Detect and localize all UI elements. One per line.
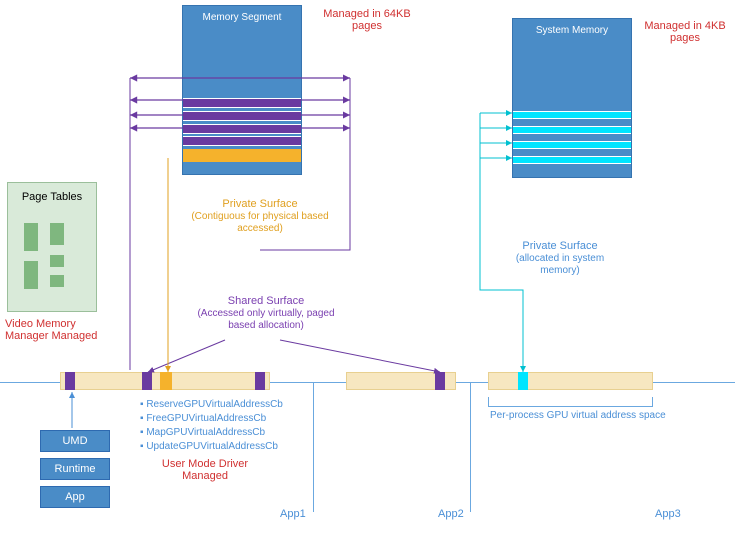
- mem-stripe: [183, 98, 301, 108]
- mem-orange: [183, 149, 301, 162]
- stack-umd: UMD: [40, 430, 110, 452]
- mem-stripe: [183, 136, 301, 146]
- per-process-label: Per-process GPU virtual address space: [490, 410, 666, 421]
- mark-purple: [435, 372, 445, 390]
- stack-runtime: Runtime: [40, 458, 110, 480]
- layer-stack: UMD Runtime App: [40, 430, 110, 514]
- api-item: ReserveGPUVirtualAddressCb: [140, 398, 283, 412]
- sys-stripe: [513, 111, 631, 119]
- mark-cyan: [518, 372, 528, 390]
- api-item: FreeGPUVirtualAddressCb: [140, 412, 283, 426]
- sep: [313, 382, 314, 512]
- mark-purple: [65, 372, 75, 390]
- shared-sub: (Accessed only virtually, paged based al…: [197, 308, 334, 331]
- pp-line: [488, 406, 653, 407]
- sys-stripe: [513, 156, 631, 164]
- stack-app: App: [40, 486, 110, 508]
- app1-label: App1: [280, 508, 306, 520]
- page-tables-caption: Video Memory Manager Managed: [5, 318, 105, 342]
- shared-surface: Shared Surface (Accessed only virtually,…: [186, 295, 346, 331]
- diagram-canvas: Memory Segment Managed in 64KB pages Sys…: [0, 0, 735, 533]
- sys-mem-note: Managed in 4KB pages: [640, 20, 730, 44]
- addr-bar-3: [488, 372, 653, 390]
- umd-caption: User Mode Driver Managed: [150, 458, 260, 482]
- pt-cell: [50, 255, 64, 267]
- priv2-sub: (allocated in system memory): [516, 253, 604, 276]
- mark-purple: [142, 372, 152, 390]
- pt-cell: [24, 223, 38, 251]
- pt-cell: [24, 261, 38, 289]
- mark-orange: [160, 372, 172, 390]
- api-item: MapGPUVirtualAddressCb: [140, 426, 283, 440]
- sys-stripe: [513, 126, 631, 134]
- memory-segment-title: Memory Segment: [183, 6, 301, 23]
- memory-segment: Memory Segment: [182, 5, 302, 175]
- mem-stripe: [183, 124, 301, 134]
- mem-stripe: [183, 111, 301, 121]
- priv2-title: Private Surface: [522, 240, 597, 252]
- app2-label: App2: [438, 508, 464, 520]
- pt-cell: [50, 275, 64, 287]
- page-tables-title: Page Tables: [8, 183, 96, 203]
- api-list: ReserveGPUVirtualAddressCb FreeGPUVirtua…: [140, 398, 283, 454]
- priv1-title: Private Surface: [222, 198, 297, 210]
- system-memory-title: System Memory: [513, 19, 631, 36]
- private-surface-1: Private Surface (Contiguous for physical…: [185, 198, 335, 234]
- sys-stripe: [513, 141, 631, 149]
- shared-title: Shared Surface: [228, 295, 304, 307]
- system-memory: System Memory: [512, 18, 632, 178]
- mark-purple: [255, 372, 265, 390]
- priv1-sub: (Contiguous for physical based accessed): [191, 211, 328, 234]
- sep: [470, 382, 471, 512]
- api-item: UpdateGPUVirtualAddressCb: [140, 440, 283, 454]
- private-surface-2: Private Surface (allocated in system mem…: [495, 240, 625, 276]
- app3-label: App3: [655, 508, 681, 520]
- mem-seg-note: Managed in 64KB pages: [312, 8, 422, 32]
- page-tables: Page Tables: [7, 182, 97, 312]
- pt-cell: [50, 223, 64, 245]
